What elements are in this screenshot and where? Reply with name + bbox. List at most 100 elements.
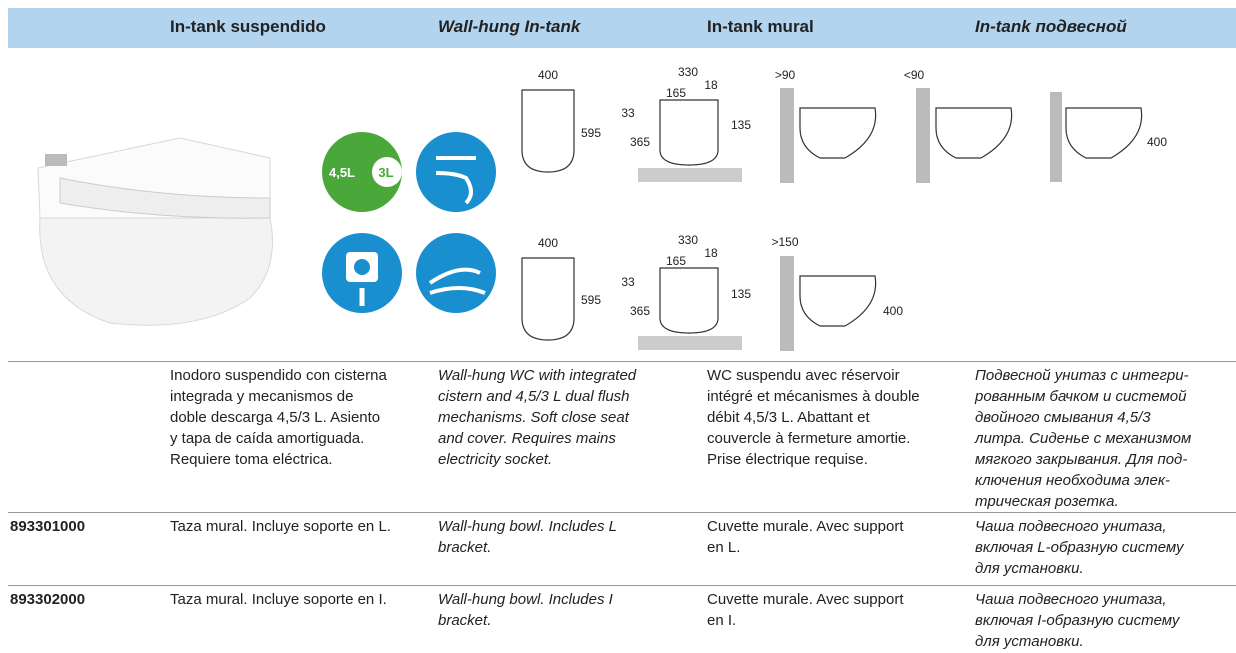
text-line: Wall-hung bowl. Includes L — [438, 518, 617, 535]
floor — [638, 336, 742, 350]
dimension-label: 595 — [581, 126, 601, 140]
text-line: двойного смывания 4,5/3 — [975, 409, 1151, 426]
text-line: electricity socket. — [438, 451, 553, 468]
dimension-label: 33 — [621, 106, 635, 120]
text-line: cistern and 4,5/3 L dual flush — [438, 388, 630, 405]
text-line: трическая розетка. — [975, 493, 1119, 510]
wall — [916, 88, 930, 183]
table-cell: Чаша подвесного унитаза, включая I-образн… — [975, 589, 1179, 652]
dimension-label: 135 — [731, 287, 751, 301]
dimension-label: <90 — [904, 68, 925, 82]
text-line: Taza mural. Incluye soporte en I. — [170, 591, 387, 608]
text-line: en I. — [707, 612, 737, 629]
table-cell: Cuvette murale. Avec support en L. — [707, 516, 904, 558]
text-line: Taza mural. Incluye soporte en L. — [170, 518, 391, 535]
wall — [780, 256, 794, 351]
table-cell: WC suspendu avec réservoir intégré et méc… — [707, 365, 920, 470]
text-line: рованным бачком и системой — [975, 388, 1187, 405]
text-line: Чаша подвесного унитаза, — [975, 591, 1167, 608]
dimension-label: 400 — [883, 304, 903, 318]
dimension-label: 365 — [630, 304, 650, 318]
text-line: мягкого закрывания. Для под- — [975, 451, 1188, 468]
product-images: 4,5L 3L 400 595 330 18 165 33 365 135 >90 <90 400 4… — [37, 65, 1167, 351]
column-header: Wall-hung In-tank — [438, 17, 581, 36]
header-bar — [8, 8, 1236, 48]
text-line: Cuvette murale. Avec support — [707, 591, 904, 608]
text-line: включая I-образную систему — [975, 612, 1180, 629]
text-line: mechanisms. Soft close seat — [438, 409, 629, 426]
text-line: для установки. — [975, 560, 1084, 577]
side-view — [799, 275, 877, 327]
dimension-label: 330 — [678, 233, 698, 247]
flush-label: 3L — [378, 165, 393, 180]
table-cell: 893301000 — [10, 518, 86, 535]
text-line: литра. Сиденье с механизмом — [975, 430, 1192, 447]
dimension-label: >150 — [771, 235, 798, 249]
dimension-label: 400 — [1147, 135, 1167, 149]
wall — [780, 88, 794, 183]
table-cell: Подвесной унитаз с интегри-рованным бачк… — [975, 365, 1191, 512]
frame — [1050, 92, 1062, 182]
icons: 4,5L 3L — [322, 132, 496, 313]
text-line: bracket. — [438, 539, 492, 556]
text-line: включая L-образную систему — [975, 539, 1184, 556]
side-view — [799, 107, 877, 159]
table-cell: Taza mural. Incluye soporte en I. — [170, 589, 387, 610]
side-view — [1065, 107, 1143, 159]
table-cell: Чаша подвесного унитаза, включая L-образн… — [975, 516, 1184, 579]
floor — [638, 168, 742, 182]
text-line: Prise électrique requise. — [707, 451, 868, 468]
text-line: doble descarga 4,5/3 L. Asiento — [170, 409, 381, 426]
text-line: Cuvette murale. Avec support — [707, 518, 904, 535]
side-view — [935, 107, 1013, 159]
row-separator — [8, 512, 1236, 513]
dimension-label: 135 — [731, 118, 751, 132]
dimension-label: 165 — [666, 254, 686, 268]
dimension-label: 595 — [581, 293, 601, 307]
dimension-label: 33 — [621, 275, 635, 289]
text-line: Wall-hung bowl. Includes I — [438, 591, 613, 608]
row-separator — [8, 361, 1236, 362]
text-line: ключения необходима элек- — [975, 472, 1170, 489]
table-cell: Inodoro suspendido con cisterna integrada… — [170, 365, 387, 470]
text-line: Подвесной унитаз с интегри- — [975, 367, 1189, 384]
front-view — [659, 99, 719, 166]
dimension-label: 400 — [538, 68, 558, 82]
text-line: Чаша подвесного унитаза, — [975, 518, 1167, 535]
text-line: débit 4,5/3 L. Abattant et — [707, 409, 870, 426]
text-line: bracket. — [438, 612, 492, 629]
text-line: integrada y mecanismos de — [170, 388, 354, 405]
text-line: intégré et mécanismes à double — [707, 388, 920, 405]
dimension-label: >90 — [775, 68, 796, 82]
front-view — [659, 267, 719, 334]
table-cell: Wall-hung bowl. Includes I bracket. — [438, 589, 613, 631]
technical-drawings: 400 595 330 18 165 33 365 135 >90 <90 400 400 595 330… — [521, 65, 1167, 351]
top-view — [521, 257, 575, 341]
column-header: In-tank подвесной — [975, 17, 1127, 36]
dimension-label: 400 — [538, 236, 558, 250]
column-header: In-tank mural — [707, 17, 814, 36]
top-view — [521, 89, 575, 173]
flush-label: 4,5L — [329, 165, 355, 180]
table-cell: Wall-hung bowl. Includes L bracket. — [438, 516, 617, 558]
text-line: y tapa de caída amortiguada. — [170, 430, 365, 447]
text-line: en L. — [707, 539, 741, 556]
product-photo — [37, 137, 273, 326]
dimension-label: 165 — [666, 86, 686, 100]
dimension-label: 18 — [704, 246, 718, 260]
table-cell: Taza mural. Incluye soporte en L. — [170, 516, 391, 537]
table-cell: Wall-hung WC with integrated cistern and … — [438, 365, 636, 470]
text-line: для установки. — [975, 633, 1084, 650]
text-line: couvercle à fermeture amortie. — [707, 430, 911, 447]
column-header: In-tank suspendido — [170, 17, 326, 36]
text-line: Inodoro suspendido con cisterna — [170, 367, 387, 384]
table-cell: Cuvette murale. Avec support en I. — [707, 589, 904, 631]
table-cell: 893302000 — [10, 591, 86, 608]
text-line: Wall-hung WC with integrated — [438, 367, 637, 384]
text-line: and cover. Requires mains — [438, 430, 616, 447]
text-line: WC suspendu avec réservoir — [707, 367, 900, 384]
text-line: Requiere toma eléctrica. — [170, 451, 333, 468]
row-separator — [8, 585, 1236, 586]
dimension-label: 365 — [630, 135, 650, 149]
